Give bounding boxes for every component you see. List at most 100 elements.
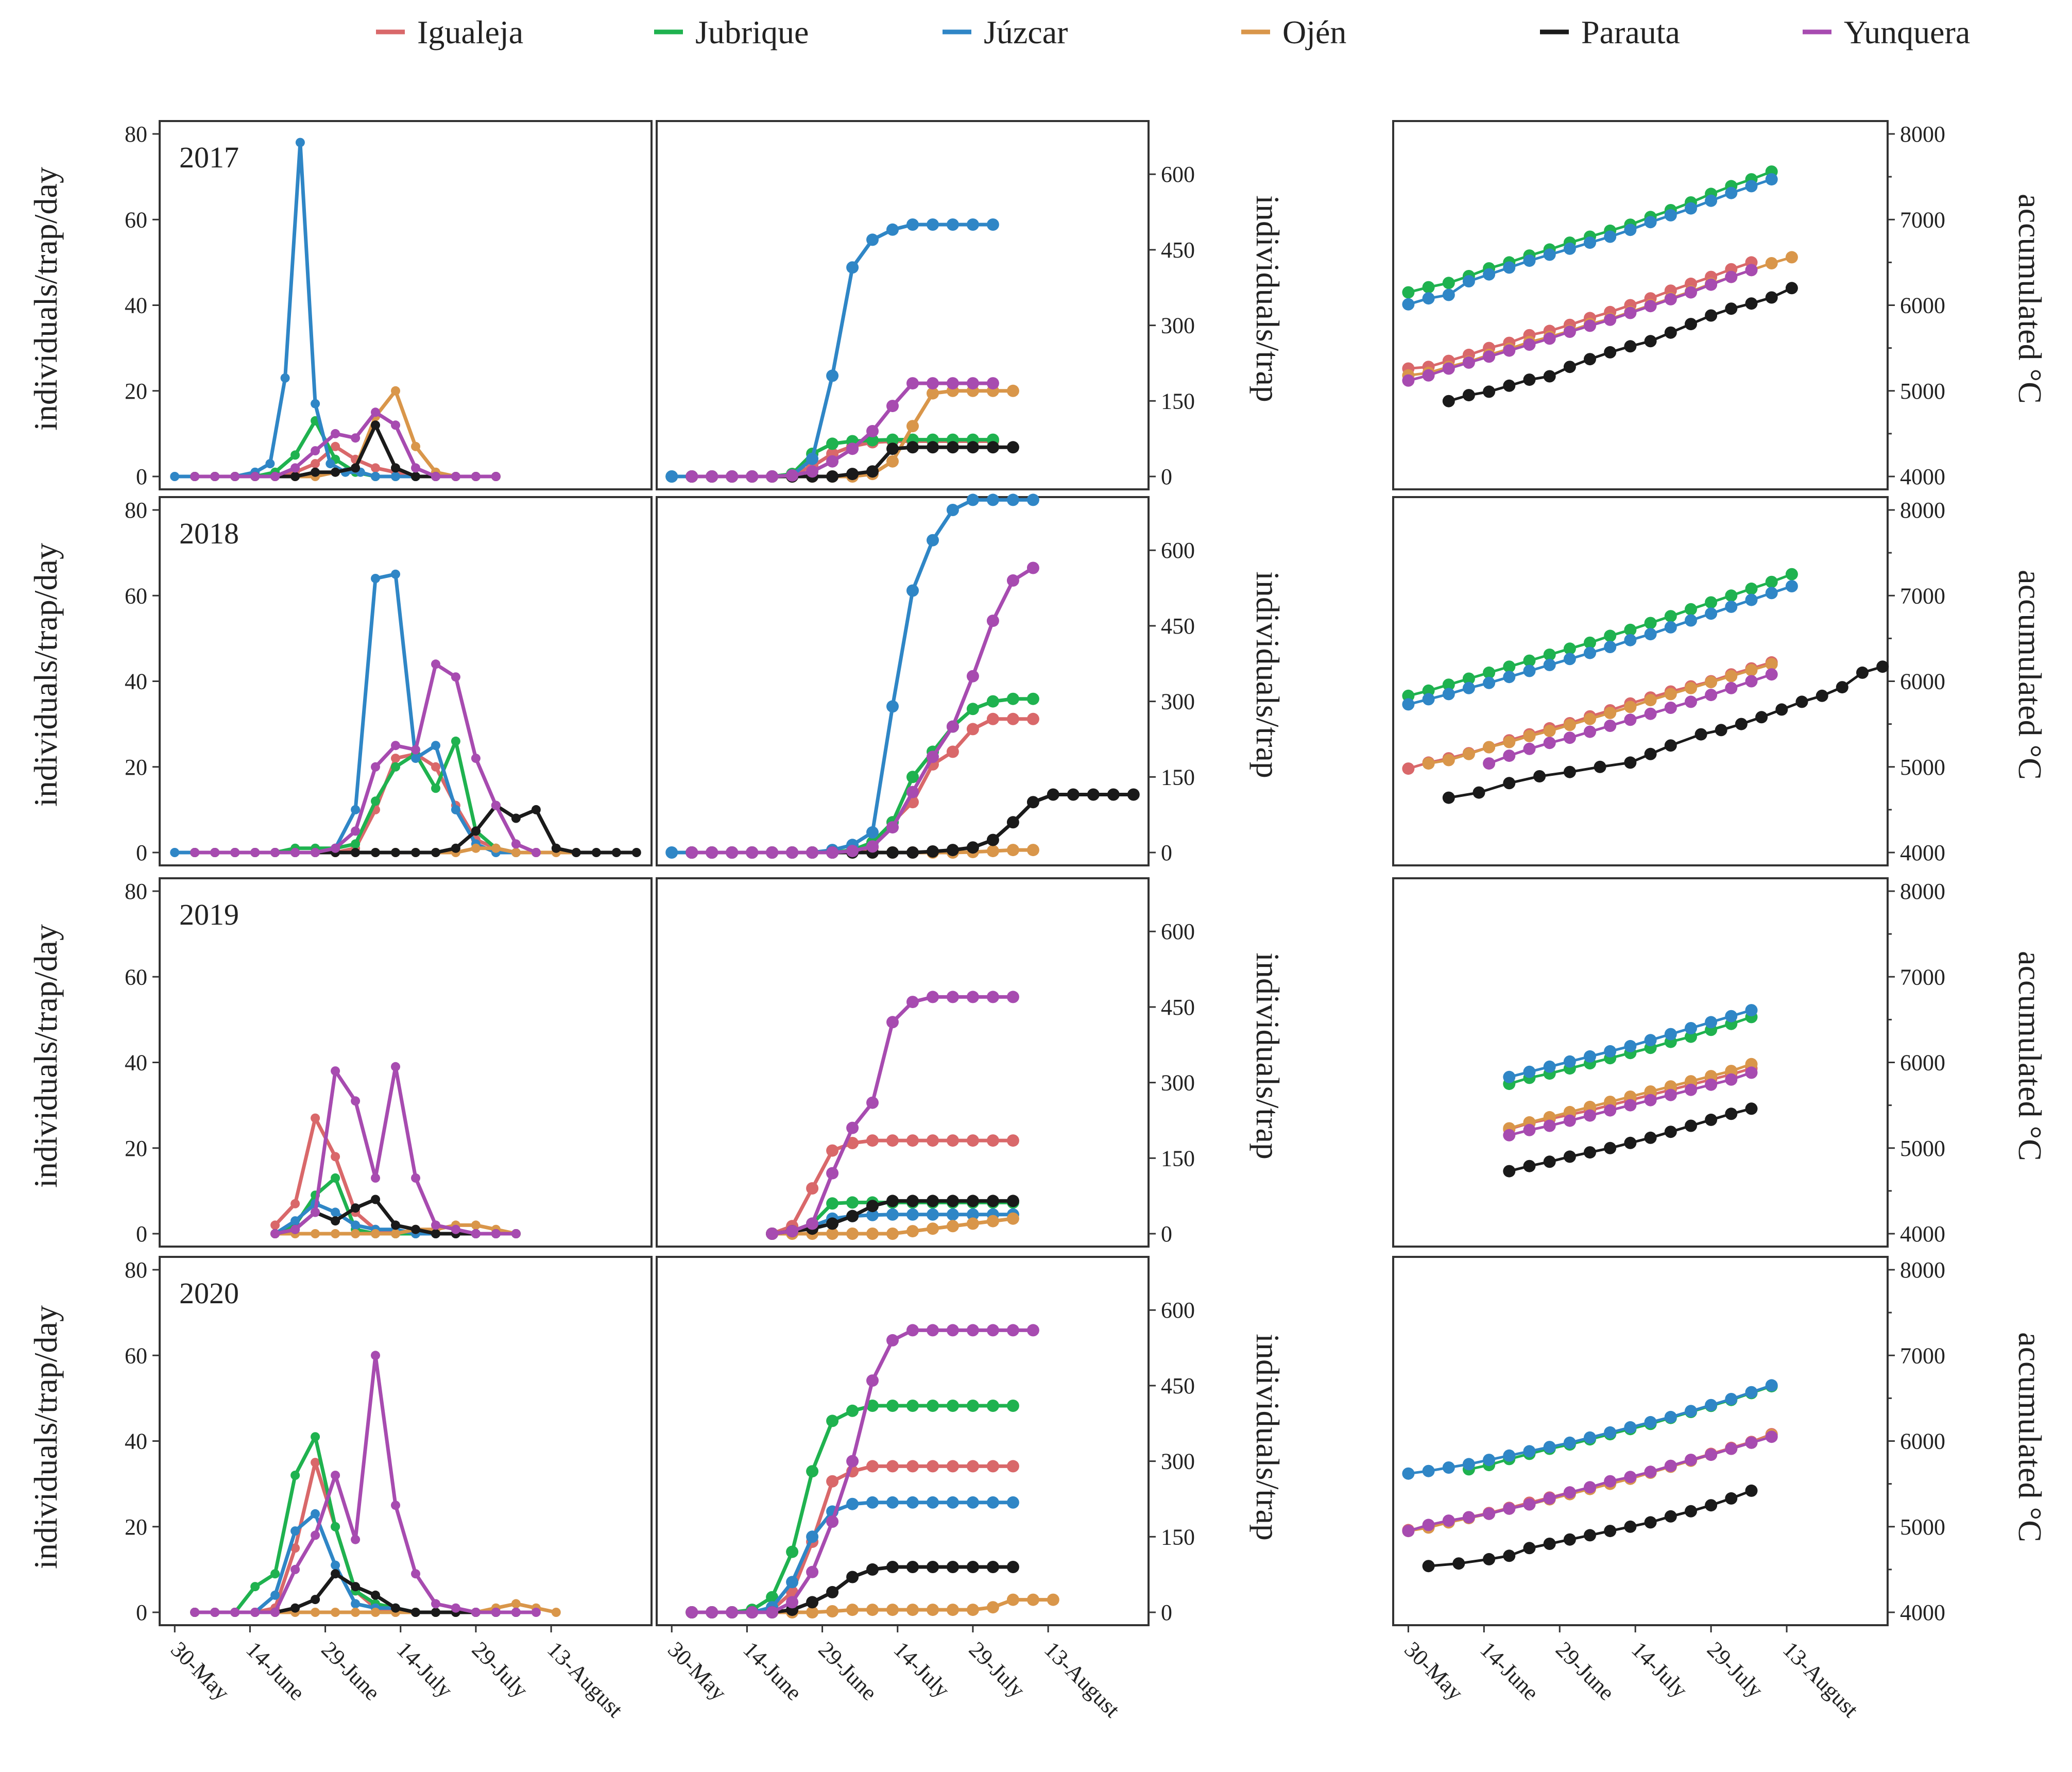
- data-point: [1026, 692, 1039, 705]
- data-point: [966, 1496, 979, 1509]
- data-point: [1503, 777, 1516, 790]
- ytick-label: 600: [1161, 538, 1195, 563]
- data-point: [1876, 660, 1889, 673]
- data-point: [391, 754, 400, 763]
- data-point: [311, 399, 320, 408]
- data-point: [1483, 268, 1496, 281]
- data-point: [746, 846, 759, 859]
- data-point: [511, 1599, 521, 1609]
- data-point: [1604, 641, 1617, 653]
- data-point: [210, 472, 220, 481]
- data-point: [1483, 676, 1496, 689]
- data-point: [551, 843, 561, 853]
- data-point: [511, 1608, 521, 1617]
- data-point: [1644, 1131, 1657, 1144]
- data-point: [1006, 384, 1019, 397]
- data-point: [986, 1134, 999, 1147]
- data-point: [270, 1229, 280, 1238]
- data-point: [270, 848, 280, 857]
- data-point: [927, 1134, 939, 1147]
- data-point: [966, 1400, 979, 1412]
- data-point: [786, 1545, 799, 1558]
- data-point: [1442, 791, 1455, 804]
- data-point: [826, 455, 839, 468]
- data-point: [1006, 574, 1019, 587]
- data-point: [1604, 1525, 1617, 1538]
- ytick-label: 80: [125, 1257, 147, 1283]
- legend-label-juzcar: Júzcar: [984, 14, 1068, 50]
- data-point: [866, 1460, 879, 1473]
- data-point: [1026, 712, 1039, 725]
- data-point: [806, 1606, 819, 1618]
- panel-2017-daily: 0 20 40 60 80 2017: [125, 120, 653, 490]
- data-point: [826, 1515, 839, 1528]
- data-point: [1584, 1431, 1596, 1444]
- ytick-label: 150: [1161, 764, 1195, 790]
- data-point: [966, 1460, 979, 1473]
- data-point: [371, 1608, 380, 1617]
- data-point: [1503, 261, 1516, 274]
- data-point: [826, 846, 839, 859]
- data-point: [766, 1606, 779, 1618]
- ytick-label: 5000: [1900, 1514, 1945, 1540]
- data-point: [806, 465, 819, 478]
- panel-2020-daily: 0 20 40 60 80 2020 30-May 14-June 29-June 14-July…: [125, 1256, 653, 1722]
- data-point: [1006, 1496, 1019, 1509]
- data-point: [966, 1134, 979, 1147]
- data-point: [190, 1608, 200, 1617]
- xtick-label: 29-July: [964, 1637, 1030, 1702]
- data-point: [866, 1134, 879, 1147]
- data-point: [411, 463, 420, 473]
- data-point: [1644, 1516, 1657, 1529]
- data-point: [1503, 1129, 1516, 1141]
- data-point: [1664, 1510, 1677, 1523]
- data-point: [311, 1113, 320, 1123]
- data-point: [391, 741, 400, 751]
- data-point: [1624, 756, 1637, 769]
- data-point: [1422, 1519, 1435, 1531]
- data-point: [311, 1229, 320, 1238]
- data-point: [311, 1608, 320, 1617]
- series-yunquera: [1503, 1066, 1758, 1141]
- data-point: [1725, 670, 1738, 683]
- ytick-label: 450: [1161, 1373, 1195, 1399]
- data-point: [826, 369, 839, 382]
- series-line-yunquera: [692, 566, 1034, 855]
- data-point: [1563, 326, 1576, 338]
- left-ylabel-2017: individuals/trap/day: [27, 167, 64, 431]
- data-point: [351, 826, 361, 836]
- mid-ylabel-2020: individuals/trap: [1249, 1334, 1286, 1541]
- data-point: [986, 1496, 999, 1509]
- data-point: [906, 786, 919, 798]
- data-point: [471, 754, 481, 763]
- left-ylabel-2020: individuals/trap/day: [27, 1305, 64, 1569]
- data-point: [1483, 385, 1496, 398]
- xtick-label: 14-June: [738, 1637, 807, 1705]
- data-point: [1725, 1010, 1738, 1023]
- data-point: [1006, 991, 1019, 1003]
- data-point: [1422, 281, 1435, 294]
- data-point: [1523, 373, 1536, 386]
- data-point: [1503, 1165, 1516, 1178]
- data-point: [290, 1543, 300, 1553]
- ytick-label: 5000: [1900, 379, 1945, 404]
- data-point: [846, 261, 859, 274]
- data-point: [1664, 1459, 1677, 1472]
- data-point: [1584, 1100, 1596, 1113]
- data-point: [906, 996, 919, 1009]
- data-point: [331, 1152, 340, 1162]
- data-point: [371, 574, 380, 583]
- series-ojen: [686, 1593, 1059, 1618]
- data-point: [1543, 1441, 1556, 1454]
- data-point: [686, 470, 698, 483]
- data-point: [1765, 173, 1778, 186]
- ytick-label: 600: [1161, 919, 1195, 944]
- data-point: [411, 754, 420, 763]
- data-point: [391, 762, 400, 772]
- xtick-label: 29-July: [467, 1637, 533, 1702]
- data-point: [886, 1334, 899, 1347]
- data-point: [966, 493, 979, 506]
- data-point: [1422, 1560, 1435, 1573]
- data-point: [1503, 736, 1516, 748]
- data-point: [1543, 1060, 1556, 1073]
